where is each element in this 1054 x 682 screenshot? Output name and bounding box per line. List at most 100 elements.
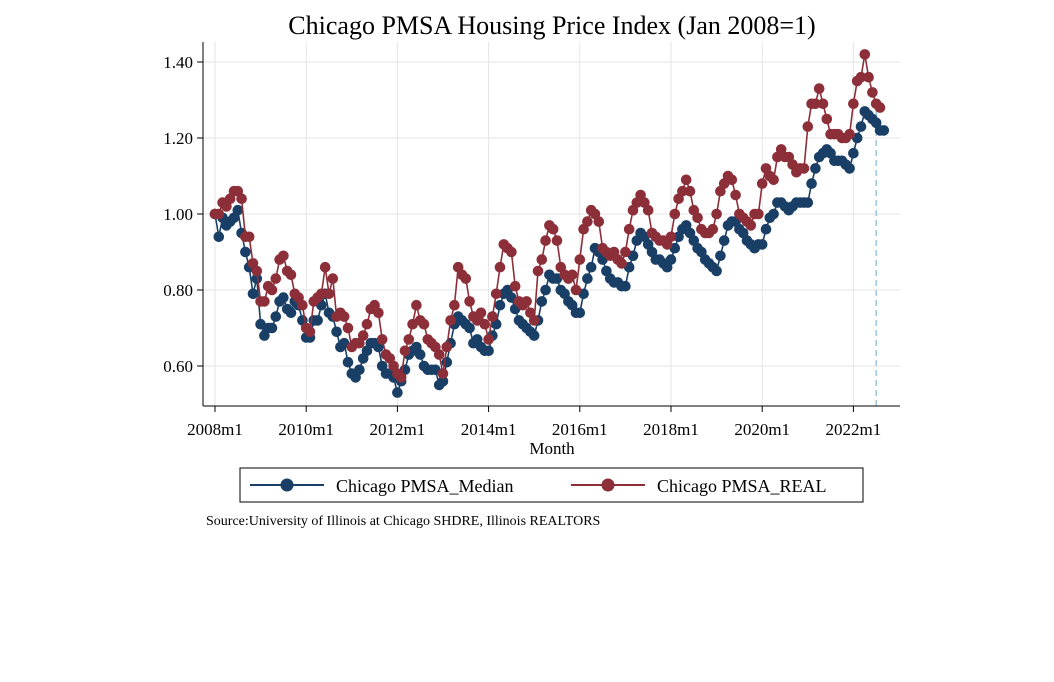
data-point (623, 223, 635, 235)
data-point (403, 334, 415, 345)
data-point (730, 189, 741, 201)
x-ticks: 2008m1 2010m1 2012m1 2014m1 2016m1 2018m1 2020… (187, 406, 881, 439)
data-point (319, 261, 331, 273)
data-point (278, 292, 289, 303)
data-point (810, 163, 821, 174)
data-point (756, 239, 768, 250)
data-point (620, 246, 631, 258)
data-point (266, 322, 278, 334)
legend: Chicago PMSA_Median Chicago PMSA_REAL (239, 467, 864, 503)
data-point (585, 261, 597, 273)
data-point (582, 216, 593, 227)
data-point (270, 273, 282, 284)
data-point (692, 212, 703, 224)
data-point (373, 307, 384, 319)
data-point (532, 265, 544, 277)
data-point (285, 307, 297, 319)
series-real (209, 49, 886, 383)
data-point (855, 121, 867, 132)
y-tick-label: 1.00 (163, 205, 193, 224)
data-point (715, 250, 726, 262)
data-point (806, 178, 817, 189)
series-line (215, 54, 881, 380)
data-point (620, 280, 631, 292)
data-point (802, 197, 814, 208)
data-point (669, 208, 681, 220)
data-point (593, 216, 605, 227)
data-point (312, 315, 323, 326)
data-point (285, 269, 297, 281)
data-point (848, 147, 859, 159)
x-axis-label: Month (529, 439, 575, 458)
data-point (680, 174, 692, 186)
data-point (361, 318, 373, 330)
data-point (616, 258, 627, 269)
data-point (813, 83, 825, 94)
data-point (357, 330, 369, 341)
data-point (418, 318, 430, 330)
data-point (528, 315, 540, 326)
data-point (433, 349, 445, 360)
data-point (506, 246, 517, 258)
data-point (483, 345, 494, 357)
data-point (768, 208, 779, 220)
data-point (798, 163, 810, 174)
data-point (528, 330, 540, 341)
data-point (278, 250, 289, 262)
x-tick-label: 2022m1 (826, 420, 882, 439)
data-point (354, 364, 365, 376)
data-point (331, 326, 342, 338)
data-point (547, 223, 559, 235)
data-point (449, 299, 460, 311)
data-point (574, 307, 586, 319)
data-point (437, 375, 449, 387)
data-point (395, 372, 407, 383)
x-tick-label: 2014m1 (461, 420, 517, 439)
data-point (464, 296, 475, 307)
data-point (392, 387, 403, 398)
data-point (323, 288, 335, 300)
x-tick-label: 2016m1 (552, 420, 608, 439)
x-tick-label: 2010m1 (278, 420, 334, 439)
data-point (460, 273, 472, 284)
data-point (878, 125, 890, 136)
x-tick-label: 2008m1 (187, 420, 243, 439)
data-point (582, 273, 593, 284)
legend-box (239, 467, 864, 503)
data-point (270, 311, 282, 322)
data-point (570, 284, 582, 296)
data-point (464, 322, 475, 334)
data-point (411, 299, 422, 311)
legend-marker-real (601, 478, 615, 492)
data-point (867, 87, 878, 98)
data-point (521, 296, 532, 307)
data-point (817, 98, 829, 110)
data-point (316, 288, 327, 300)
data-point (240, 246, 251, 258)
data-point (821, 113, 833, 125)
data-point (536, 296, 548, 307)
data-point (213, 208, 225, 220)
data-point (327, 273, 339, 284)
series-median (209, 106, 890, 398)
data-point (551, 235, 563, 246)
data-point (251, 265, 263, 277)
data-point (490, 288, 502, 300)
legend-marker-median (280, 478, 294, 492)
y-tick-label: 1.40 (163, 53, 193, 72)
data-point (342, 356, 354, 368)
data-point (665, 231, 677, 243)
data-point (810, 98, 821, 110)
data-point (509, 280, 521, 292)
data-point (251, 273, 263, 284)
data-point (718, 235, 730, 246)
data-point (711, 265, 722, 277)
data-point (441, 341, 453, 353)
data-point (304, 326, 316, 338)
data-point (338, 311, 350, 322)
data-point (445, 315, 456, 326)
y-tick-label: 0.80 (163, 281, 193, 300)
data-point (745, 220, 757, 231)
data-point (684, 185, 696, 197)
